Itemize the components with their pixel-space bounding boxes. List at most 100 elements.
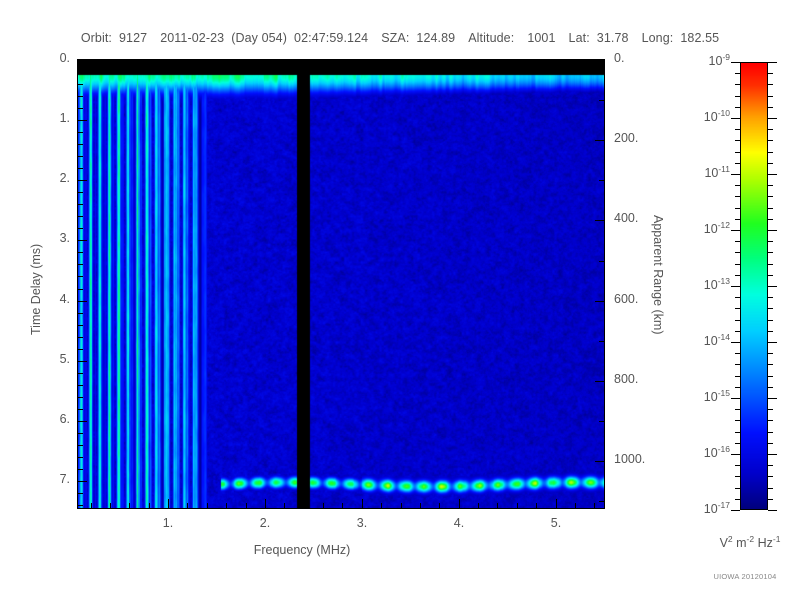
colorbar-tick-label: 10-10 (674, 108, 730, 124)
colorbar-tick-exponent: -9 (722, 52, 730, 62)
x-axis-minor-tick (536, 503, 537, 508)
colorbar-minor-tick-left (735, 73, 740, 74)
colorbar-major-tick-right (768, 118, 777, 119)
y-axis-minor-tick (78, 132, 83, 133)
colorbar-tick-label: 10-17 (674, 500, 730, 516)
colorbar-tick-label: 10-14 (674, 332, 730, 348)
x-axis-top-minor-tick (304, 60, 305, 63)
colorbar-tick-exponent: -16 (717, 444, 730, 454)
colorbar-minor-tick-right (768, 73, 773, 74)
spectrogram-plot-area (78, 60, 604, 508)
colorbar-minor-tick-right (768, 196, 773, 197)
x-axis-minor-tick (342, 503, 343, 508)
colorbar-tick-base: 10 (703, 222, 718, 237)
colorbar-minor-tick-left (735, 443, 740, 444)
colorbar-minor-tick-right (768, 185, 773, 186)
y2-axis-tick-label: 600. (614, 292, 639, 306)
y-axis-minor-tick (78, 337, 83, 338)
y2-axis-minor-tick (599, 421, 604, 422)
y-axis-minor-tick (78, 252, 83, 253)
x-axis-minor-tick (478, 503, 479, 508)
unit-hertz: Hz (754, 536, 773, 551)
x-axis-minor-tick (110, 503, 111, 508)
unit-meter: m (732, 536, 747, 551)
x-axis-top-minor-tick (110, 60, 111, 63)
colorbar-minor-tick-left (735, 84, 740, 85)
colorbar-minor-tick-left (735, 129, 740, 130)
y-axis-major-tick (78, 180, 87, 181)
colorbar-tick-base: 10 (703, 110, 718, 125)
orbit-value: 9127 (118, 31, 148, 45)
colorbar-unit-label: V2 m-2 Hz-1 (700, 534, 800, 550)
long-label: Long: (641, 31, 674, 45)
x-axis-minor-tick (129, 503, 130, 508)
colorbar-tick-base: 10 (703, 334, 718, 349)
x-axis-major-tick (459, 499, 460, 508)
y-axis-major-tick (78, 240, 87, 241)
colorbar-major-tick-left (731, 510, 740, 511)
sza-value: 124.89 (416, 31, 456, 45)
y2-axis-tick-label: 800. (614, 372, 639, 386)
y-axis-minor-tick (78, 264, 83, 265)
colorbar-minor-tick-right (768, 353, 773, 354)
colorbar-tick-exponent: -11 (718, 164, 730, 174)
colorbar-minor-tick-right (768, 275, 773, 276)
x-axis-top-major-tick (459, 60, 460, 65)
x-axis-top-major-tick (362, 60, 363, 65)
x-axis-top-minor-tick (536, 60, 537, 63)
y-axis-minor-tick (78, 204, 83, 205)
colorbar-minor-tick-left (735, 208, 740, 209)
y-axis-minor-tick (78, 216, 83, 217)
colorbar-minor-tick-right (768, 488, 773, 489)
colorbar-tick-base: 10 (708, 54, 723, 69)
y-axis-minor-tick (78, 505, 83, 506)
colorbar-minor-tick-right (768, 96, 773, 97)
x-axis-minor-tick (91, 503, 92, 508)
y-axis-minor-tick (78, 84, 83, 85)
colorbar-gradient (741, 63, 767, 509)
y2-axis-tick-label: 400. (614, 211, 639, 225)
x-axis-top-major-tick (556, 60, 557, 65)
y-axis-minor-tick (78, 156, 83, 157)
y-axis-minor-tick (78, 96, 83, 97)
figure-header: Orbit: 9127 2011-02-23 (Day 054) 02:47:59.12… (0, 31, 800, 45)
colorbar-minor-tick-right (768, 163, 773, 164)
x-axis-tick-label: 3. (356, 516, 368, 530)
colorbar-tick-exponent: -14 (717, 332, 730, 342)
x-axis-top-minor-tick (149, 60, 150, 63)
unit-volt-exponent: 2 (727, 534, 733, 544)
colorbar-minor-tick-right (768, 476, 773, 477)
observation-time: 02:47:59.124 (294, 31, 369, 45)
x-axis-top-minor-tick (129, 60, 130, 63)
y2-axis-tick-label: 200. (614, 131, 639, 145)
x-axis-minor-tick (575, 503, 576, 508)
y-axis-major-tick (78, 361, 87, 362)
y2-axis-title: Apparent Range (km) (651, 215, 665, 335)
altitude-label: Altitude: (468, 31, 515, 45)
x-axis-title: Frequency (MHz) (253, 543, 351, 557)
y-axis-tick-label: 3. (59, 231, 70, 245)
colorbar-minor-tick-right (768, 409, 773, 410)
colorbar-minor-tick-right (768, 376, 773, 377)
colorbar-minor-tick-left (735, 476, 740, 477)
x-axis-top-minor-tick (439, 60, 440, 63)
x-axis-minor-tick (594, 503, 595, 508)
x-axis-minor-tick (284, 503, 285, 508)
colorbar-minor-tick-left (735, 409, 740, 410)
colorbar-minor-tick-right (768, 364, 773, 365)
y-axis-minor-tick (78, 445, 83, 446)
x-axis-minor-tick (517, 503, 518, 508)
y-axis-minor-tick (78, 144, 83, 145)
colorbar-minor-tick-left (735, 297, 740, 298)
y-axis-minor-tick (78, 276, 83, 277)
y-axis-minor-tick (78, 108, 83, 109)
colorbar-tick-base: 10 (704, 166, 719, 181)
x-axis-major-tick (168, 499, 169, 508)
colorbar-major-tick-left (731, 62, 740, 63)
colorbar-minor-tick-left (735, 364, 740, 365)
y-axis-minor-tick (78, 385, 83, 386)
colorbar-tick-base: 10 (703, 502, 718, 517)
x-axis-major-tick (265, 499, 266, 508)
colorbar-major-tick-left (731, 286, 740, 287)
